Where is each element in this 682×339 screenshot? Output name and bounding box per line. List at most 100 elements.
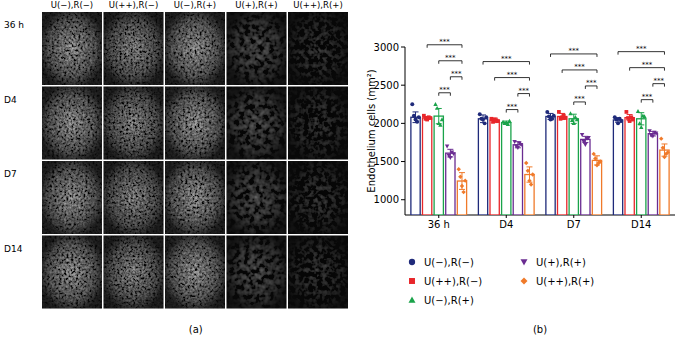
legend-label: U(−),R(−) bbox=[424, 257, 474, 268]
data-point bbox=[593, 156, 597, 160]
image-bg bbox=[104, 87, 164, 160]
micrograph bbox=[227, 161, 287, 234]
micrograph bbox=[104, 87, 164, 160]
legend-marker bbox=[409, 259, 415, 265]
image-bg bbox=[227, 12, 287, 85]
image-bg bbox=[42, 12, 102, 85]
column-label: U(−),R(−) bbox=[51, 0, 93, 10]
bar bbox=[557, 116, 566, 215]
data-point bbox=[659, 136, 663, 140]
legend-marker bbox=[521, 278, 528, 285]
micrograph bbox=[165, 161, 225, 234]
data-point bbox=[616, 121, 620, 125]
error-cap bbox=[459, 172, 465, 173]
legend-marker bbox=[521, 259, 528, 265]
bar bbox=[660, 150, 669, 215]
image-bg bbox=[104, 12, 164, 85]
legend-marker bbox=[409, 297, 416, 303]
data-point bbox=[496, 119, 500, 123]
error-bar bbox=[638, 113, 644, 125]
y-tick-label: 3000 bbox=[374, 42, 399, 53]
significance-label: *** bbox=[653, 77, 664, 85]
data-point bbox=[526, 169, 530, 173]
micrograph bbox=[42, 236, 102, 309]
image-bg bbox=[288, 161, 348, 234]
micrograph bbox=[227, 12, 287, 85]
significance-label: *** bbox=[445, 54, 456, 62]
image-bg bbox=[227, 161, 287, 234]
column-label: U(++),R(−) bbox=[109, 0, 158, 10]
significance-label: *** bbox=[586, 79, 597, 87]
data-point bbox=[642, 114, 646, 118]
data-point bbox=[478, 112, 482, 116]
bar bbox=[411, 117, 420, 215]
error-bar bbox=[594, 156, 600, 165]
y-tick-label: 1500 bbox=[374, 156, 399, 167]
bar bbox=[569, 119, 578, 215]
x-tick-label: D14 bbox=[631, 219, 651, 230]
data-point bbox=[592, 152, 596, 156]
significance-label: *** bbox=[507, 71, 518, 79]
column-label: U(−),R(+) bbox=[174, 0, 216, 10]
significance-label: *** bbox=[507, 103, 518, 111]
micrograph bbox=[165, 236, 225, 309]
micrograph bbox=[165, 87, 225, 160]
data-point bbox=[435, 106, 439, 110]
legend-label: U(++),R(−) bbox=[424, 276, 482, 287]
bar bbox=[422, 118, 431, 215]
bar bbox=[490, 120, 499, 215]
significance-label: *** bbox=[439, 86, 450, 94]
data-point bbox=[519, 143, 523, 147]
image-bg bbox=[42, 236, 102, 309]
image-bg bbox=[227, 236, 287, 309]
x-tick bbox=[438, 215, 439, 218]
bar bbox=[625, 118, 634, 215]
data-point bbox=[625, 110, 629, 114]
y-tick-label: 1000 bbox=[374, 194, 399, 205]
image-bg bbox=[165, 87, 225, 160]
micrograph bbox=[42, 161, 102, 234]
data-point bbox=[524, 161, 528, 165]
bar bbox=[525, 175, 534, 215]
significance-label: *** bbox=[569, 47, 580, 55]
micrograph bbox=[104, 161, 164, 234]
bar bbox=[513, 145, 522, 215]
data-point bbox=[433, 102, 437, 106]
significance-label: *** bbox=[501, 55, 512, 63]
data-point bbox=[457, 167, 461, 171]
significance-label: *** bbox=[636, 45, 647, 53]
panel-label: (b) bbox=[533, 324, 547, 335]
significance-label: *** bbox=[642, 61, 653, 69]
data-point bbox=[527, 178, 531, 182]
data-point bbox=[460, 184, 464, 188]
bar bbox=[502, 123, 511, 215]
error-cap bbox=[459, 189, 465, 190]
data-point bbox=[529, 182, 533, 186]
bar bbox=[478, 119, 487, 215]
micrograph bbox=[42, 12, 102, 85]
micrograph bbox=[42, 87, 102, 160]
micrograph bbox=[227, 236, 287, 309]
bar bbox=[613, 120, 622, 215]
plot-marks bbox=[410, 102, 670, 215]
data-point bbox=[458, 175, 462, 179]
micrograph bbox=[288, 161, 348, 234]
data-point bbox=[557, 110, 561, 114]
micrograph bbox=[104, 12, 164, 85]
image-bg bbox=[165, 236, 225, 309]
data-point bbox=[654, 132, 658, 136]
data-point bbox=[628, 119, 632, 123]
y-tick-label: 2500 bbox=[374, 80, 399, 91]
significance-label: *** bbox=[642, 93, 653, 101]
error-cap bbox=[594, 155, 600, 156]
data-point bbox=[512, 140, 516, 144]
significance-label: *** bbox=[574, 63, 585, 71]
error-cap bbox=[413, 111, 419, 112]
error-cap bbox=[526, 166, 532, 167]
data-point bbox=[463, 178, 467, 182]
row-label: D4 bbox=[4, 95, 17, 105]
data-point bbox=[552, 114, 556, 118]
micrograph bbox=[288, 87, 348, 160]
legend-label: U(++),R(+) bbox=[536, 276, 594, 287]
y-tick bbox=[401, 85, 405, 86]
